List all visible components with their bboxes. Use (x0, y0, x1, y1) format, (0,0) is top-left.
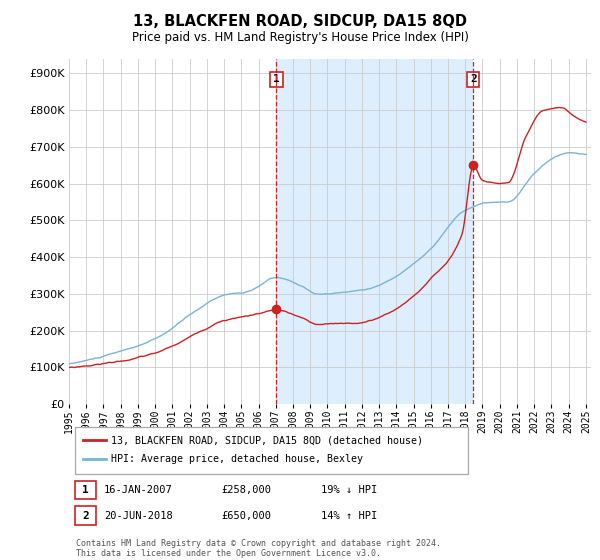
Bar (277, 59, 473, 404)
Text: 1: 1 (273, 74, 280, 85)
Text: 19% ↓ HPI: 19% ↓ HPI (322, 485, 377, 495)
Text: 13, BLACKFEN ROAD, SIDCUP, DA15 8QD (detached house): 13, BLACKFEN ROAD, SIDCUP, DA15 8QD (det… (111, 435, 423, 445)
Text: 1: 1 (82, 485, 89, 495)
Text: 2: 2 (82, 511, 89, 521)
Text: 16-JAN-2007: 16-JAN-2007 (104, 485, 173, 495)
FancyBboxPatch shape (75, 480, 96, 500)
Text: 2: 2 (470, 74, 477, 85)
Text: 20-JUN-2018: 20-JUN-2018 (104, 511, 173, 521)
Text: 14% ↑ HPI: 14% ↑ HPI (322, 511, 377, 521)
Text: £650,000: £650,000 (221, 511, 271, 521)
FancyBboxPatch shape (75, 506, 96, 525)
Text: £258,000: £258,000 (221, 485, 271, 495)
Text: HPI: Average price, detached house, Bexley: HPI: Average price, detached house, Bexl… (111, 454, 363, 464)
FancyBboxPatch shape (75, 427, 469, 474)
Text: Price paid vs. HM Land Registry's House Price Index (HPI): Price paid vs. HM Land Registry's House … (131, 31, 469, 44)
Text: 13, BLACKFEN ROAD, SIDCUP, DA15 8QD: 13, BLACKFEN ROAD, SIDCUP, DA15 8QD (133, 14, 467, 29)
Text: Contains HM Land Registry data © Crown copyright and database right 2024.
This d: Contains HM Land Registry data © Crown c… (76, 539, 441, 558)
